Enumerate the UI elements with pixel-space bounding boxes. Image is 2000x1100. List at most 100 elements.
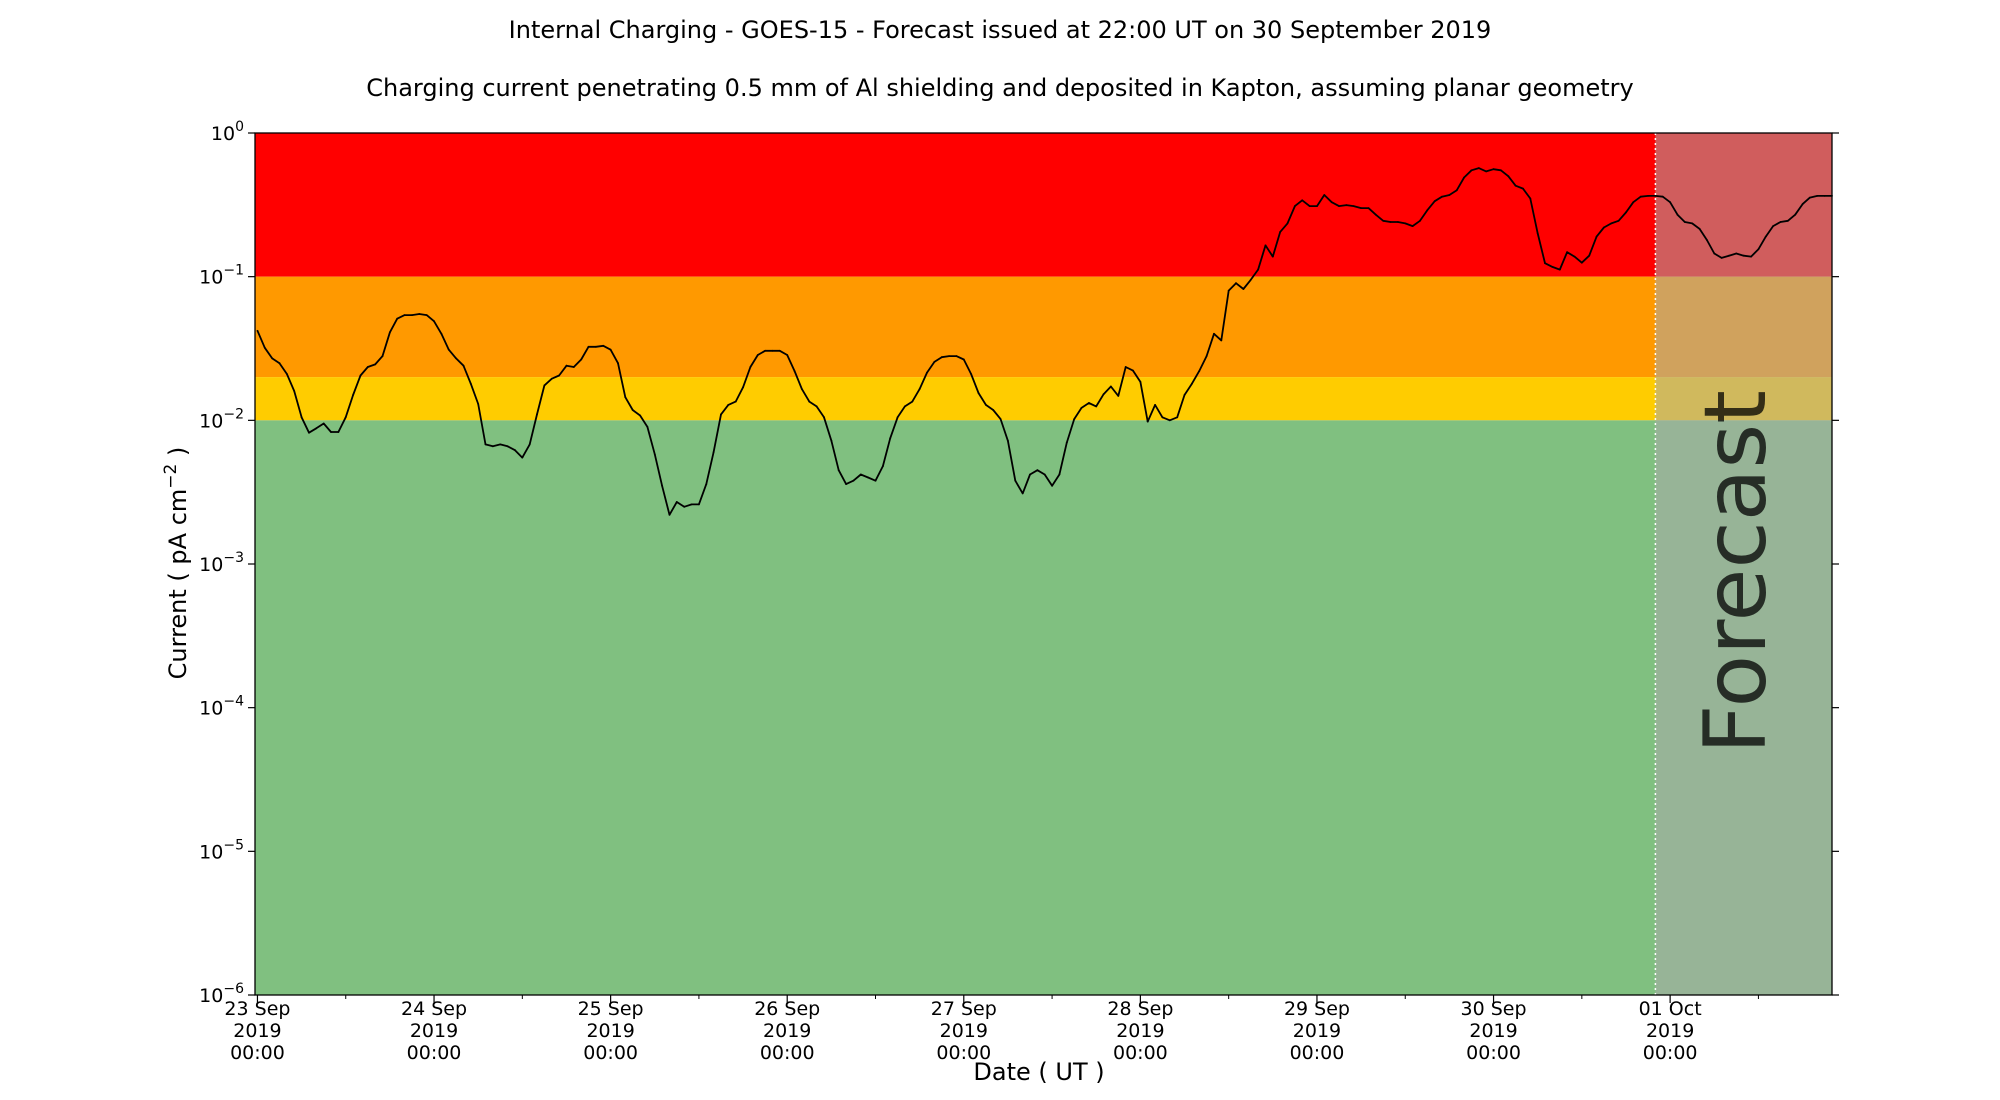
chart-subtitle: Charging current penetrating 0.5 mm of A… — [366, 74, 1634, 102]
data-point — [661, 484, 663, 487]
data-point — [1529, 197, 1532, 200]
data-point — [337, 431, 340, 433]
data-point — [889, 437, 892, 440]
data-point — [359, 374, 362, 377]
data-point — [499, 443, 502, 446]
data-point — [1419, 219, 1421, 222]
data-point — [514, 449, 516, 452]
data-point — [1264, 244, 1267, 247]
x-tick-label: 29 Sep 2019 00:00 — [1284, 998, 1350, 1064]
data-point — [477, 403, 480, 405]
data-point — [1146, 420, 1149, 423]
data-point — [1352, 205, 1355, 208]
data-point — [786, 354, 789, 356]
data-point — [1433, 200, 1436, 203]
data-point — [1728, 254, 1730, 257]
y-axis-label: Current ( pA cm−2 ) — [161, 447, 192, 680]
data-point — [1080, 407, 1083, 409]
data-point — [506, 445, 509, 448]
data-point — [1294, 205, 1296, 208]
y-tick-label: 10−2 — [199, 406, 244, 432]
data-point — [492, 445, 494, 448]
data-point — [1139, 381, 1142, 383]
data-point — [1404, 222, 1407, 225]
data-point — [1191, 382, 1193, 385]
data-point — [1706, 239, 1708, 241]
data-point — [1338, 205, 1340, 208]
data-point — [1455, 189, 1458, 192]
data-point — [962, 358, 965, 361]
data-point — [286, 373, 288, 375]
data-point — [617, 362, 619, 365]
series-layer — [256, 167, 1833, 516]
data-point — [992, 409, 995, 411]
data-point — [830, 439, 833, 442]
data-point — [852, 479, 855, 482]
data-point — [1588, 254, 1591, 257]
data-point — [1764, 235, 1767, 238]
data-point — [580, 358, 583, 361]
y-tick-label: 10−6 — [199, 981, 244, 1007]
data-point — [462, 364, 465, 367]
data-point — [1632, 201, 1635, 204]
data-point — [1411, 225, 1414, 228]
chart-title: Internal Charging - GOES-15 - Forecast i… — [508, 16, 1492, 44]
data-point — [609, 348, 612, 351]
data-point — [1249, 279, 1252, 281]
data-point — [668, 513, 671, 516]
data-point — [543, 384, 546, 387]
data-point — [1507, 175, 1510, 178]
data-point — [1345, 204, 1348, 207]
data-point — [948, 355, 950, 357]
data-point — [271, 357, 274, 360]
x-axis: 23 Sep 2019 00:00 24 Sep 2019 00:00 25 Sep 2019… — [224, 995, 1759, 1064]
data-point — [911, 400, 914, 403]
data-point — [1522, 187, 1524, 190]
data-point — [1220, 339, 1223, 342]
data-point — [1639, 195, 1642, 198]
data-point — [1617, 219, 1620, 222]
data-point — [1397, 221, 1399, 223]
x-tick-label: 27 Sep 2019 00:00 — [931, 998, 997, 1064]
data-point — [484, 443, 487, 446]
data-point — [1316, 205, 1318, 208]
data-point — [1669, 201, 1671, 204]
data-point — [801, 388, 803, 390]
data-point — [845, 483, 847, 485]
data-point — [1698, 228, 1701, 230]
data-point — [1713, 252, 1716, 255]
data-point — [749, 366, 752, 368]
data-point — [1809, 196, 1811, 199]
data-point — [756, 354, 759, 356]
data-point — [698, 503, 700, 506]
data-point — [293, 390, 296, 392]
data-point — [440, 332, 443, 335]
data-point — [256, 329, 259, 332]
data-point — [690, 503, 693, 506]
data-point — [389, 331, 391, 334]
data-point — [985, 404, 987, 406]
data-point — [1691, 222, 1694, 225]
data-point — [1073, 418, 1076, 420]
data-point — [926, 371, 928, 374]
data-point — [1558, 268, 1561, 271]
band-yellow — [255, 377, 1832, 421]
data-point — [1367, 207, 1370, 210]
forecast-region: Forecast — [1654, 133, 1832, 995]
data-point — [1779, 221, 1782, 223]
data-point — [808, 400, 811, 403]
data-point — [823, 416, 825, 419]
data-point — [624, 396, 627, 399]
data-point — [1095, 405, 1098, 408]
data-point — [727, 404, 730, 406]
data-point — [705, 483, 708, 485]
data-point — [1301, 199, 1304, 202]
data-point — [1227, 289, 1230, 292]
data-point — [778, 349, 781, 352]
data-point — [1007, 439, 1009, 442]
data-point — [550, 377, 553, 380]
data-point — [918, 388, 921, 390]
data-point — [933, 361, 936, 363]
data-point — [1308, 205, 1311, 208]
